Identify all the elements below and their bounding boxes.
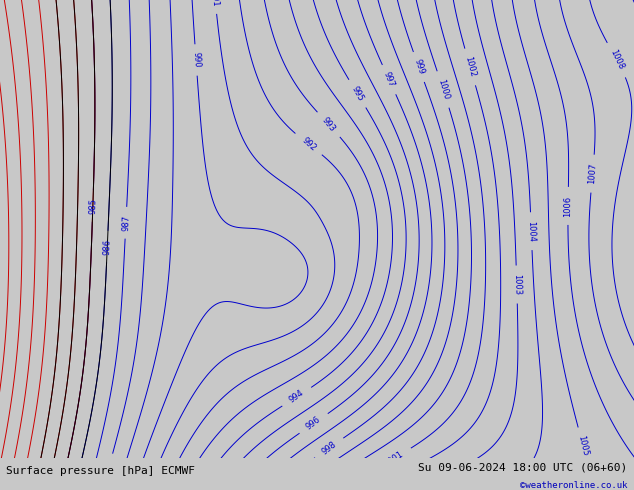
Text: 993: 993 xyxy=(320,116,337,134)
Text: 986: 986 xyxy=(103,239,112,255)
Text: 1001: 1001 xyxy=(382,449,404,468)
Text: 1007: 1007 xyxy=(587,163,598,185)
Text: Su 09-06-2024 18:00 UTC (06+60): Su 09-06-2024 18:00 UTC (06+60) xyxy=(418,463,628,473)
Text: 985: 985 xyxy=(88,198,98,214)
Text: 1002: 1002 xyxy=(463,56,477,78)
Text: 995: 995 xyxy=(350,85,365,103)
Text: 988: 988 xyxy=(102,460,115,478)
Text: 994: 994 xyxy=(288,389,306,405)
Text: 1004: 1004 xyxy=(526,220,536,242)
Text: Surface pressure [hPa] ECMWF: Surface pressure [hPa] ECMWF xyxy=(6,466,195,476)
Text: ©weatheronline.co.uk: ©weatheronline.co.uk xyxy=(520,481,628,490)
Text: 996: 996 xyxy=(305,415,323,432)
Text: 1000: 1000 xyxy=(436,78,450,101)
Text: 991: 991 xyxy=(210,0,220,6)
Text: 990: 990 xyxy=(191,52,201,68)
Text: 987: 987 xyxy=(121,215,131,231)
Text: 1008: 1008 xyxy=(608,49,625,72)
Text: 998: 998 xyxy=(320,440,338,456)
Text: 1006: 1006 xyxy=(564,196,573,217)
Text: 1005: 1005 xyxy=(576,435,590,457)
Text: 999: 999 xyxy=(412,58,425,76)
Text: 1003: 1003 xyxy=(512,274,522,295)
Text: 992: 992 xyxy=(300,136,318,153)
Text: 997: 997 xyxy=(382,71,396,89)
